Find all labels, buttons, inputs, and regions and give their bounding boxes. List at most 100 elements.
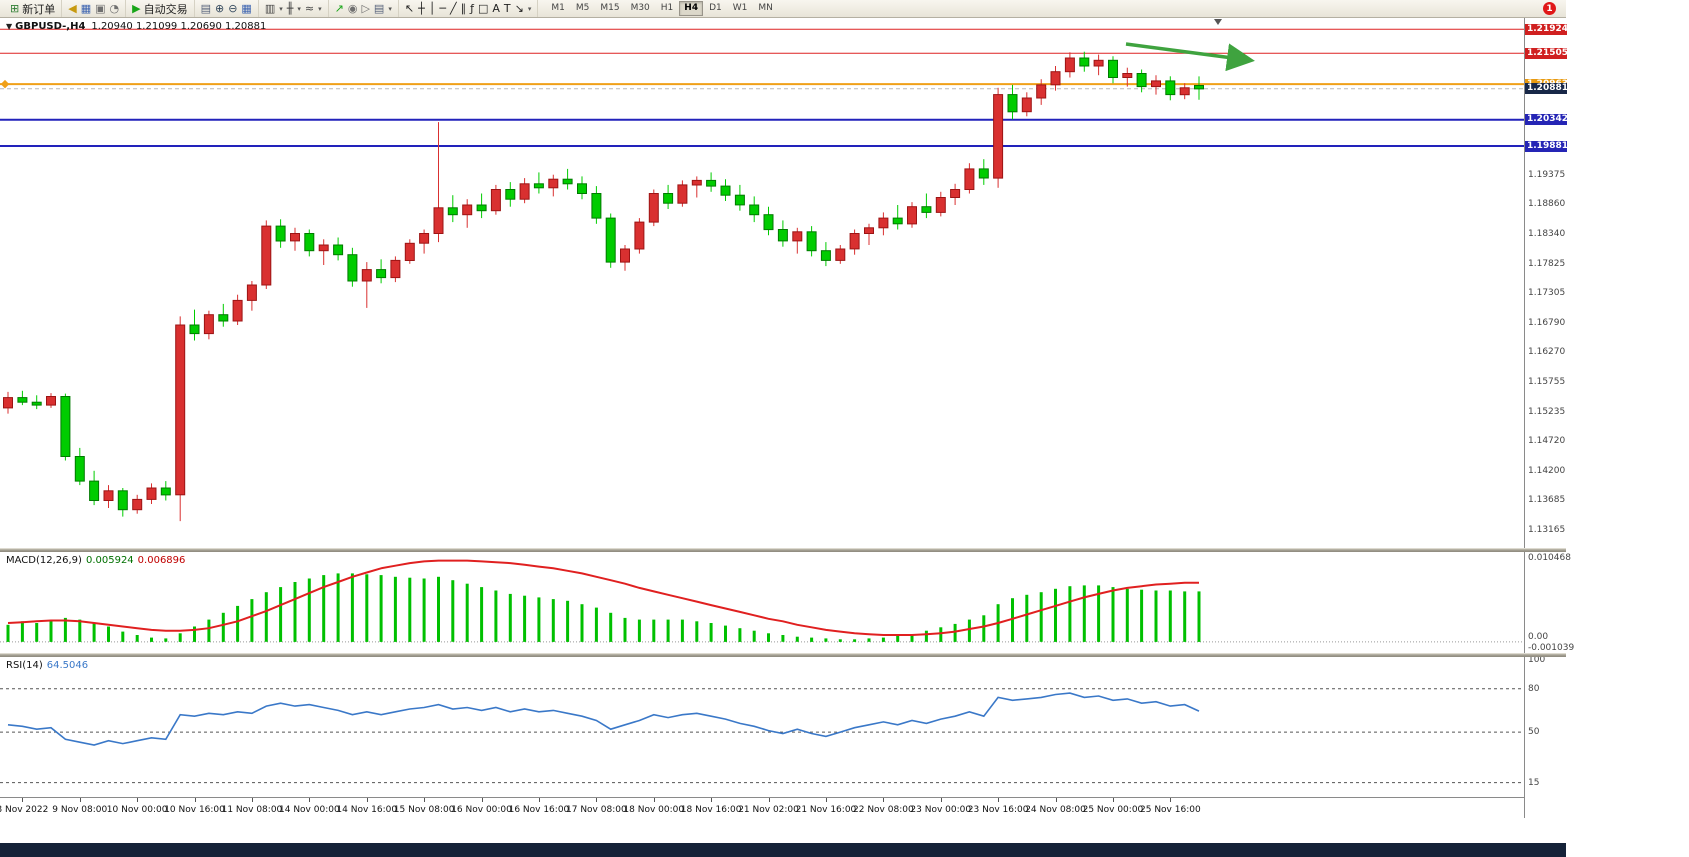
indicators-button[interactable]: ↗ — [333, 1, 346, 17]
new-order-icon: ⊞ — [10, 1, 20, 15]
shapes-tool-icon: □ — [477, 1, 489, 15]
chevron-down-icon: ▾ — [279, 4, 283, 13]
timeframe-m15[interactable]: M15 — [600, 3, 620, 13]
timeframe-m30[interactable]: M30 — [630, 3, 650, 13]
trendline-tool-button[interactable]: ╱ — [448, 1, 459, 17]
time-tick — [940, 798, 942, 802]
hline-tool-button[interactable]: ─ — [437, 1, 448, 17]
trend-arrow-annotation — [1125, 42, 1255, 72]
price-line-badge[interactable]: 1.19881 — [1525, 140, 1568, 152]
zoom-out-button[interactable]: ⊖ — [226, 1, 239, 17]
macd-signal-value: 0.006896 — [137, 555, 186, 566]
candle-chart-button[interactable]: ╫ ▾ — [285, 1, 303, 17]
toolbar-group: ▤ ⊕ ⊖ ▦ — [195, 0, 259, 17]
main-toolbar: ⊞ 新订单 ◀ ▦ ▣ ◔ ▶ 自动交易 ▤ ⊕ ⊖ ▦ ▥ ▾ ╫ ▾ ≈ ▾ ↗ ◉ ▷ ▤ ▾ ↖ ┼ │ ─ ╱ ∥ ƒ □ A T ↘ ▾… — [0, 0, 1566, 18]
history-center-button[interactable]: ◔ — [108, 1, 122, 17]
time-tick — [137, 798, 139, 802]
timeframe-h4[interactable]: H4 — [679, 1, 704, 16]
toolbar-buttons: ⊞ 新订单 ◀ ▦ ▣ ◔ ▶ 自动交易 ▤ ⊕ ⊖ ▦ ▥ ▾ ╫ ▾ ≈ ▾ ↗ ◉ ▷ ▤ ▾ ↖ ┼ │ ─ ╱ ∥ ƒ □ A T ↘ ▾ — [4, 0, 539, 17]
time-tick — [1055, 798, 1057, 802]
panel-separator[interactable] — [0, 653, 1566, 657]
price-tick-label: 1.18860 — [1528, 199, 1566, 210]
zoom-in-button[interactable]: ⊕ — [213, 1, 226, 17]
collapse-chart-icon[interactable]: ▼ — [6, 22, 13, 31]
macd-axis-label: 0.010468 — [1528, 553, 1571, 563]
label-tool-button[interactable]: T — [502, 1, 513, 17]
toolbar-group: ◀ ▦ ▣ ◔ — [62, 0, 127, 17]
new-order-button[interactable]: ⊞ 新订单 — [8, 1, 57, 17]
chart-shift-button[interactable]: ▷ — [359, 1, 371, 17]
bar-chart-button[interactable]: ▥ ▾ — [263, 1, 285, 17]
time-tick — [22, 798, 24, 802]
market-watch-button[interactable]: ▦ — [79, 1, 93, 17]
data-window-icon: ▣ — [95, 1, 106, 15]
data-window-button[interactable]: ▣ — [93, 1, 107, 17]
time-axis[interactable]: 8 Nov 2022 9 Nov 08:00 10 Nov 00:00 10 Nov … — [0, 797, 1524, 818]
cursor-tool-button[interactable]: ↖ — [403, 1, 416, 17]
chevron-down-icon: ▾ — [527, 4, 532, 13]
rsi-axis-label: 15 — [1528, 777, 1540, 788]
macd-axis-label: 0.00 — [1528, 631, 1549, 642]
macd-name: MACD(12,26,9) — [6, 555, 82, 566]
time-label: 25 Nov 00:00 — [1082, 805, 1144, 815]
rsi-axis-label: 100 — [1528, 654, 1546, 665]
crosshair-tool-button[interactable]: ┼ — [416, 1, 427, 17]
text-tool-icon: A — [492, 1, 500, 15]
timeframe-h1[interactable]: H1 — [660, 3, 674, 13]
arrows-tool-button[interactable]: ↘ ▾ — [513, 1, 534, 17]
rsi-line — [7, 692, 1200, 746]
toolbar-group: ↗ ◉ ▷ ▤ ▾ — [329, 0, 399, 17]
price-tick-label: 1.17825 — [1528, 258, 1566, 269]
rsi-canvas[interactable] — [0, 657, 1524, 797]
zoom-out-icon: ⊖ — [228, 1, 238, 15]
tile-windows-button[interactable]: ▦ — [239, 1, 253, 17]
chevron-down-icon: ▾ — [318, 4, 322, 13]
status-bar — [0, 843, 1566, 857]
line-chart-button[interactable]: ≈ ▾ — [303, 1, 324, 17]
timeframe-m5[interactable]: M5 — [575, 3, 590, 13]
rsi-axis-label: 80 — [1528, 683, 1540, 694]
time-label: 23 Nov 16:00 — [967, 805, 1029, 815]
macd-canvas[interactable] — [0, 552, 1524, 653]
current-price-badge[interactable]: 1.20881 — [1525, 83, 1568, 95]
auto-trading-button[interactable]: ▶ 自动交易 — [130, 1, 189, 17]
fibonacci-tool-button[interactable]: ƒ — [468, 1, 476, 17]
panel-separator[interactable] — [0, 548, 1566, 552]
toolbar-group: ⊞ 新订单 — [4, 0, 63, 17]
sound-alert-button[interactable]: ◀ — [66, 1, 78, 17]
shapes-tool-button[interactable]: □ — [476, 1, 490, 17]
price-line-badge[interactable]: 1.21924 — [1525, 23, 1568, 35]
time-label: 8 Nov 2022 — [0, 805, 49, 815]
price-chart-canvas[interactable] — [0, 18, 1524, 548]
line-anchor-handle — [0, 79, 10, 89]
time-tick — [309, 798, 311, 802]
toolbar-group: ↖ ┼ │ ─ ╱ ∥ ƒ □ A T ↘ ▾ — [399, 0, 539, 17]
text-tool-button[interactable]: A — [490, 1, 502, 17]
price-line-badge[interactable]: 1.20342 — [1525, 114, 1568, 126]
vline-tool-button[interactable]: │ — [427, 1, 438, 17]
history-center-icon: ◔ — [109, 1, 120, 15]
time-label: 23 Nov 00:00 — [910, 805, 972, 815]
price-line-badge[interactable]: 1.21505 — [1525, 47, 1568, 59]
chart-shift-icon: ▷ — [361, 1, 370, 15]
time-tick — [424, 798, 426, 802]
timeframe-w1[interactable]: W1 — [732, 3, 748, 13]
auto-scroll-icon: ◉ — [347, 1, 358, 15]
timeframe-d1[interactable]: D1 — [709, 3, 722, 13]
arrows-tool-icon: ↘ — [514, 1, 524, 15]
macd-main-value: 0.005924 — [85, 555, 134, 566]
time-tick — [366, 798, 368, 802]
profiles-button[interactable]: ▤ — [199, 1, 213, 17]
templates-button[interactable]: ▤ ▾ — [372, 1, 394, 17]
notification-badge[interactable]: 1 — [1543, 2, 1556, 15]
timeframe-m1[interactable]: M1 — [551, 3, 565, 13]
time-label: 18 Nov 00:00 — [623, 805, 685, 815]
rsi-label: RSI(14) 64.5046 — [6, 660, 88, 671]
channel-tool-button[interactable]: ∥ — [459, 1, 469, 17]
templates-icon: ▤ — [373, 1, 385, 15]
timeframe-mn[interactable]: MN — [758, 3, 773, 13]
macd-axis-label: -0.001039 — [1528, 643, 1575, 653]
time-tick — [1112, 798, 1114, 802]
auto-scroll-button[interactable]: ◉ — [346, 1, 360, 17]
price-axis[interactable]: 1.19375 1.18860 1.18340 1.17825 1.17305 1.167… — [1524, 18, 1574, 818]
